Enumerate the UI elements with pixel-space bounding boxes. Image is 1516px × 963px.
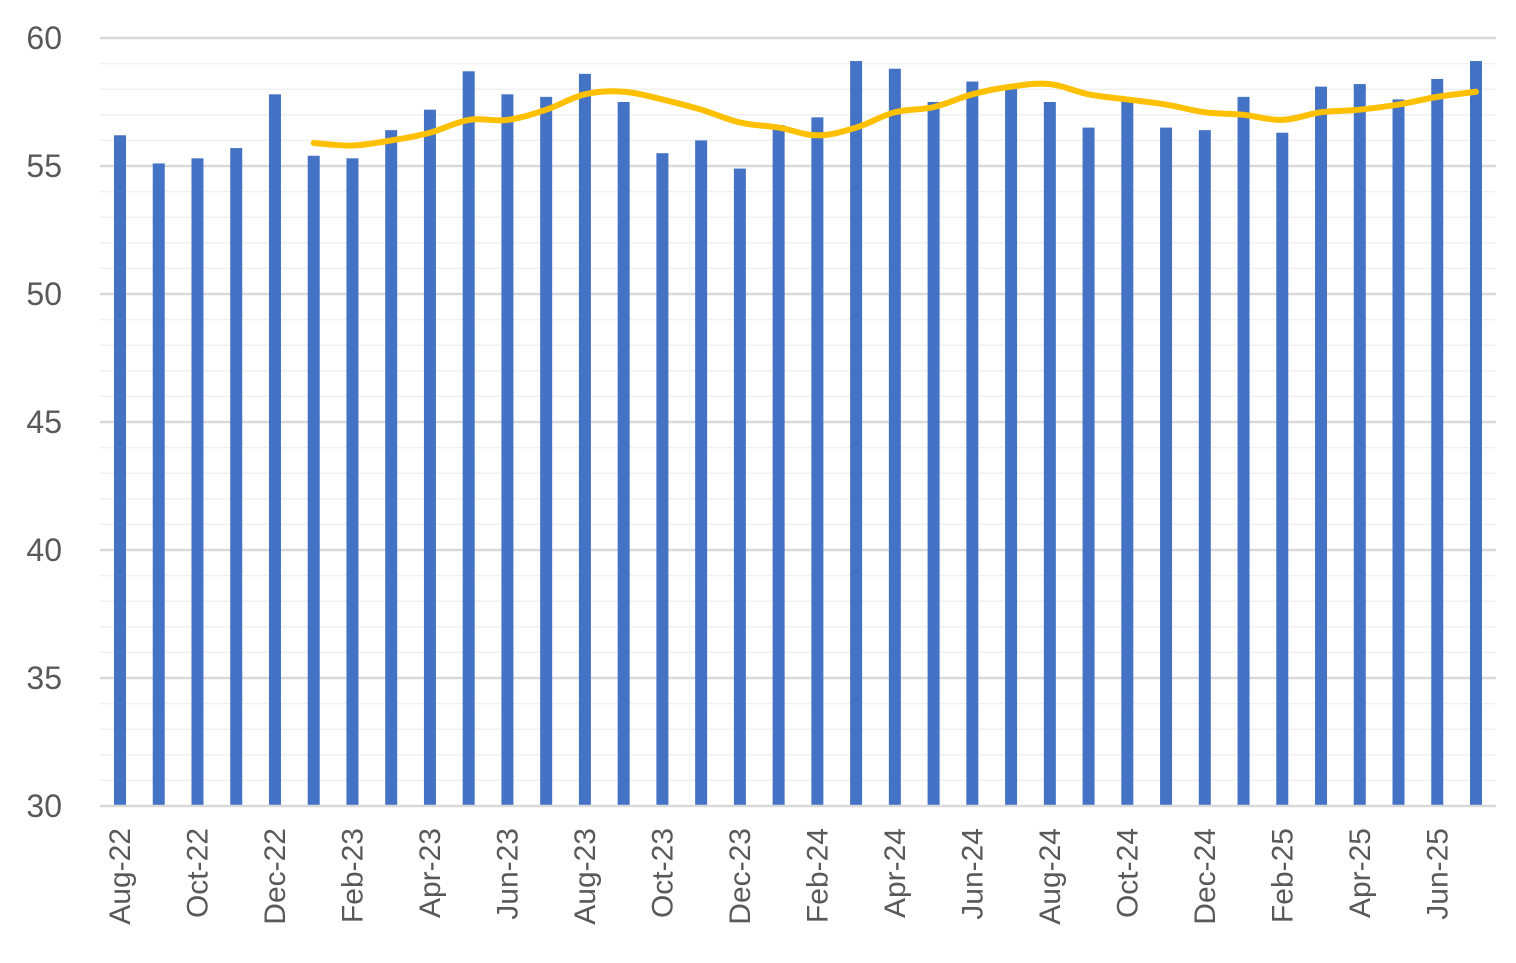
- x-tick-label: Aug-22: [104, 828, 137, 925]
- x-tick-label: Oct-22: [181, 828, 214, 918]
- bar: [230, 148, 243, 806]
- bar: [1431, 78, 1444, 806]
- bar: [1005, 86, 1018, 806]
- x-tick-label: Apr-23: [414, 828, 447, 918]
- x-tick-label: Dec-24: [1189, 828, 1222, 925]
- bar: [656, 153, 669, 806]
- bar-series: [114, 61, 1482, 807]
- bar: [850, 61, 863, 807]
- y-tick-label: 35: [26, 660, 62, 696]
- bar: [114, 135, 126, 806]
- bar: [578, 73, 591, 807]
- y-tick-label: 55: [26, 148, 62, 184]
- line-series: [310, 80, 1479, 149]
- x-tick-label: Apr-25: [1344, 828, 1377, 918]
- bar: [733, 168, 746, 806]
- bar: [617, 102, 630, 806]
- y-tick-label: 60: [26, 20, 62, 56]
- x-tick-label: Apr-24: [879, 828, 912, 918]
- bar: [501, 94, 514, 806]
- x-tick-label: Oct-24: [1111, 828, 1144, 918]
- y-tick-label: 30: [26, 788, 62, 824]
- x-tick-label: Jun-25: [1421, 828, 1454, 920]
- bar: [385, 130, 398, 806]
- x-tick-label: Aug-24: [1034, 828, 1067, 925]
- bar: [1276, 132, 1289, 807]
- y-tick-label: 45: [26, 404, 62, 440]
- bar: [346, 158, 359, 806]
- bar: [1198, 130, 1211, 806]
- bar: [1315, 86, 1328, 806]
- bar: [307, 155, 320, 806]
- moving-average-line: [310, 80, 1479, 149]
- x-tick-label: Feb-23: [336, 828, 369, 923]
- bar: [966, 81, 979, 806]
- bar: [423, 109, 436, 807]
- bar: [1121, 99, 1134, 806]
- bar: [772, 125, 785, 807]
- bar: [927, 102, 940, 806]
- bar: [1470, 61, 1482, 807]
- bar: [191, 158, 204, 806]
- bar: [888, 68, 901, 807]
- bar: [152, 163, 165, 806]
- y-tick-label: 50: [26, 276, 62, 312]
- axes: 30 35 40 45 50 55 60 Aug-22 Oct-22 Dec-22 Feb-23 Ap…: [26, 20, 1496, 925]
- bar: [540, 96, 553, 806]
- x-tick-label: Aug-23: [569, 828, 602, 925]
- bar: [1353, 84, 1366, 806]
- bar: [1160, 127, 1173, 807]
- bar: [695, 140, 708, 806]
- gridlines: [100, 36, 1496, 782]
- bar: [1082, 127, 1095, 807]
- bar: [811, 117, 824, 807]
- bar: [1043, 102, 1056, 806]
- x-tick-label: Feb-25: [1266, 828, 1299, 923]
- bar: [268, 94, 281, 806]
- y-tick-label: 40: [26, 532, 62, 568]
- x-tick-label: Dec-22: [259, 828, 292, 925]
- x-tick-label: Jun-24: [956, 828, 989, 920]
- x-tick-label: Oct-23: [646, 828, 679, 918]
- x-tick-label: Dec-23: [724, 828, 757, 925]
- bar: [1392, 99, 1405, 806]
- x-tick-label: Feb-24: [801, 828, 834, 923]
- x-tick-label: Jun-23: [491, 828, 524, 920]
- bar: [462, 71, 475, 806]
- bar: [1237, 96, 1250, 806]
